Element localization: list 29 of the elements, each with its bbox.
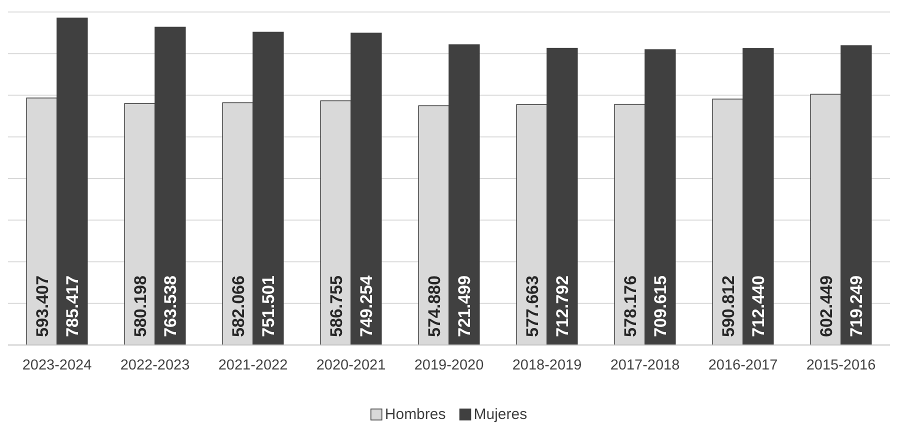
x-tick-label: 2016-2017 [708, 357, 778, 374]
data-label: 586.755 [326, 276, 346, 337]
data-label: 593.407 [32, 276, 52, 337]
data-label: 721.499 [455, 276, 474, 337]
x-tick-label: 2022-2023 [120, 357, 190, 374]
data-label: 751.501 [259, 276, 278, 337]
data-label: 763.538 [161, 276, 180, 337]
data-label: 712.792 [553, 276, 572, 337]
x-tick-label: 2018-2019 [512, 357, 582, 374]
data-label: 582.066 [228, 276, 248, 337]
x-tick-label: 2017-2018 [610, 357, 680, 374]
legend-label: Hombres [384, 406, 446, 423]
data-label: 577.663 [522, 276, 542, 337]
legend-label: Mujeres [474, 406, 528, 423]
data-label: 749.254 [357, 275, 376, 337]
data-label: 580.198 [130, 276, 150, 337]
data-label: 578.176 [620, 276, 640, 337]
x-tick-label: 2020-2021 [316, 357, 386, 374]
x-tick-label: 2015-2016 [806, 357, 876, 374]
x-tick-label: 2023-2024 [22, 357, 92, 374]
data-label: 719.249 [847, 276, 866, 337]
data-label: 574.880 [424, 276, 444, 337]
data-label: 590.812 [718, 276, 738, 337]
data-label: 602.449 [816, 276, 836, 337]
x-tick-label: 2019-2020 [414, 357, 484, 374]
data-label: 785.417 [63, 276, 82, 337]
x-tick-label: 2021-2022 [218, 357, 288, 374]
data-label: 709.615 [651, 276, 670, 337]
data-label: 712.440 [749, 276, 768, 337]
